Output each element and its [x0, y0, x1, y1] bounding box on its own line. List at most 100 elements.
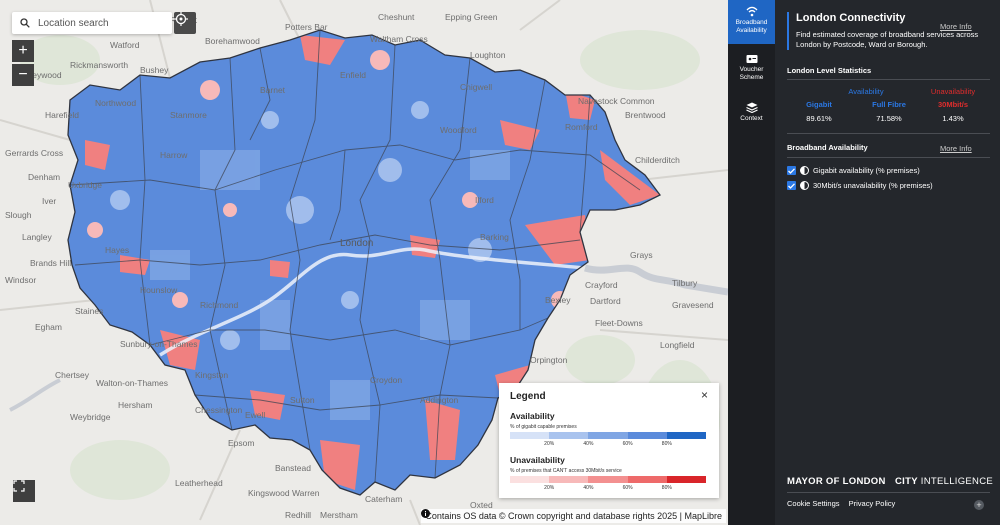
- map-svg: [0, 0, 728, 525]
- stat-full-fibre-value: 71.58%: [876, 114, 902, 123]
- zoom-out-button[interactable]: −: [12, 64, 34, 86]
- map-canvas[interactable]: Sunbury-on-Thames Walton-on-Thames Chertse…: [0, 0, 728, 525]
- legend-swatch: [549, 476, 589, 483]
- legend-unavailability-title: Unavailability: [510, 455, 565, 465]
- zoom-in-button[interactable]: +: [12, 40, 34, 62]
- legend-unavailability-subtitle: % of premises that CAN'T access 30Mbit/s…: [510, 468, 622, 474]
- place-label: Barnet: [260, 85, 286, 95]
- stat-30mbit-value: 1.43%: [942, 114, 964, 123]
- place-label: Chessington: [195, 405, 243, 415]
- legend-tick-label: 60%: [622, 441, 633, 447]
- rail-item-broadband-availability[interactable]: Broadband Availability: [728, 0, 775, 44]
- place-label: Watford: [110, 40, 140, 50]
- place-label: Uxbridge: [68, 180, 103, 190]
- place-label: Sunbury-on-Thames: [120, 339, 198, 349]
- half-circle-icon: [800, 166, 809, 175]
- place-label: Denham: [28, 172, 61, 182]
- place-label: Staines: [75, 306, 104, 316]
- legend-tick-label: 20%: [544, 485, 555, 491]
- rail-label: Availability: [736, 27, 767, 34]
- layer-label: Gigabit availability (% premises): [813, 166, 920, 175]
- city-rest: INTELLIGENCE: [917, 476, 994, 487]
- legend-swatch: [666, 432, 707, 439]
- stat-gigabit-value: 89.61%: [806, 114, 832, 123]
- fullscreen-icon: [13, 480, 25, 492]
- place-label: Harefield: [45, 110, 80, 120]
- more-info-link-2[interactable]: More Info: [940, 144, 972, 153]
- layer-toggle-30mbit[interactable]: 30Mbit/s unavailability (% premises): [787, 181, 933, 190]
- place-label: Merstham: [320, 510, 358, 520]
- place-label: Potters Bar: [285, 22, 328, 32]
- icon-rail: Broadband Availability Voucher Scheme Co…: [728, 0, 775, 525]
- place-label: Brands Hill: [30, 258, 72, 268]
- location-search-input[interactable]: [36, 16, 170, 30]
- attribution-text: Contains OS data © Crown copyright and d…: [425, 511, 722, 521]
- legend-tick-label: 40%: [583, 441, 594, 447]
- place-label: Chigwell: [460, 82, 493, 92]
- legend-tick-label: 60%: [622, 485, 633, 491]
- check-icon: [788, 182, 795, 189]
- place-label: Grays: [630, 250, 653, 260]
- place-label: Walton-on-Thames: [96, 378, 168, 388]
- place-label: Loughton: [470, 50, 506, 60]
- layer-label: 30Mbit/s unavailability (% premises): [813, 181, 933, 190]
- place-label: Childerditch: [635, 155, 680, 165]
- city-intelligence-logo: CITY INTELLIGENCE: [895, 476, 993, 487]
- place-label: Addington: [420, 395, 459, 405]
- place-label: London: [340, 238, 374, 249]
- privacy-policy-link[interactable]: Privacy Policy: [848, 499, 896, 508]
- fullscreen-button[interactable]: [13, 480, 35, 502]
- place-label: Dartford: [590, 296, 621, 306]
- place-label: Gravesend: [672, 300, 714, 310]
- checkbox-gigabit[interactable]: [787, 166, 796, 175]
- search-icon: [20, 18, 30, 28]
- legend-title: Legend: [510, 391, 546, 402]
- place-label: Waltham Cross: [370, 34, 428, 44]
- divider: [787, 79, 990, 80]
- place-label: Tilbury: [672, 278, 698, 288]
- place-label: Ewell: [245, 410, 266, 420]
- place-label: Ilford: [475, 195, 494, 205]
- legend-availability-ticks: 20% 40% 60% 80%: [510, 441, 706, 449]
- place-label: Langley: [22, 232, 52, 242]
- rail-label: Context: [740, 115, 763, 122]
- place-label: Kingswood Warren: [248, 488, 320, 498]
- rail-item-voucher-scheme[interactable]: Voucher Scheme: [728, 54, 775, 88]
- city-bold: CITY: [895, 476, 918, 487]
- place-label: Redhill: [285, 510, 311, 520]
- place-label: Crayford: [585, 280, 618, 290]
- divider: [787, 492, 990, 493]
- checkbox-30mbit[interactable]: [787, 181, 796, 190]
- half-circle-icon: [800, 181, 809, 190]
- place-label: Enfield: [340, 70, 366, 80]
- stat-30mbit-label: 30Mbit/s: [937, 100, 968, 109]
- more-info-link[interactable]: More Info: [940, 22, 972, 31]
- legend-swatch: [666, 476, 707, 483]
- place-label: Banstead: [275, 463, 311, 473]
- place-label: Bexley: [545, 295, 571, 305]
- place-label: Kingston: [195, 370, 229, 380]
- place-label: Iver: [42, 196, 57, 206]
- legend-tick-label: 40%: [583, 485, 594, 491]
- mayor-of-london-logo: MAYOR OF LONDON: [787, 476, 886, 487]
- place-label: Hersham: [118, 400, 153, 410]
- stat-full-fibre-label: Full Fibre: [872, 100, 906, 109]
- location-search-box[interactable]: [12, 12, 172, 34]
- london-boundary: [67, 29, 661, 496]
- place-label: Oxted: [470, 500, 493, 510]
- cookie-settings-link[interactable]: Cookie Settings: [787, 499, 840, 508]
- legend-availability-title: Availability: [510, 411, 555, 421]
- locate-button[interactable]: [174, 12, 196, 34]
- place-label: Fleet-Downs: [595, 318, 643, 328]
- rail-label: Scheme: [739, 74, 764, 81]
- rail-item-context[interactable]: Context: [728, 102, 775, 126]
- place-label: Harrow: [160, 150, 188, 160]
- info-icon[interactable]: [421, 509, 431, 518]
- layer-toggle-gigabit[interactable]: Gigabit availability (% premises): [787, 166, 920, 175]
- legend-swatch: [588, 432, 628, 439]
- legend-close-button[interactable]: ×: [700, 388, 708, 402]
- expand-button[interactable]: +: [974, 500, 984, 510]
- divider: [787, 157, 990, 158]
- map-attribution: Contains OS data © Crown copyright and d…: [421, 509, 726, 523]
- wifi-icon: [746, 6, 757, 17]
